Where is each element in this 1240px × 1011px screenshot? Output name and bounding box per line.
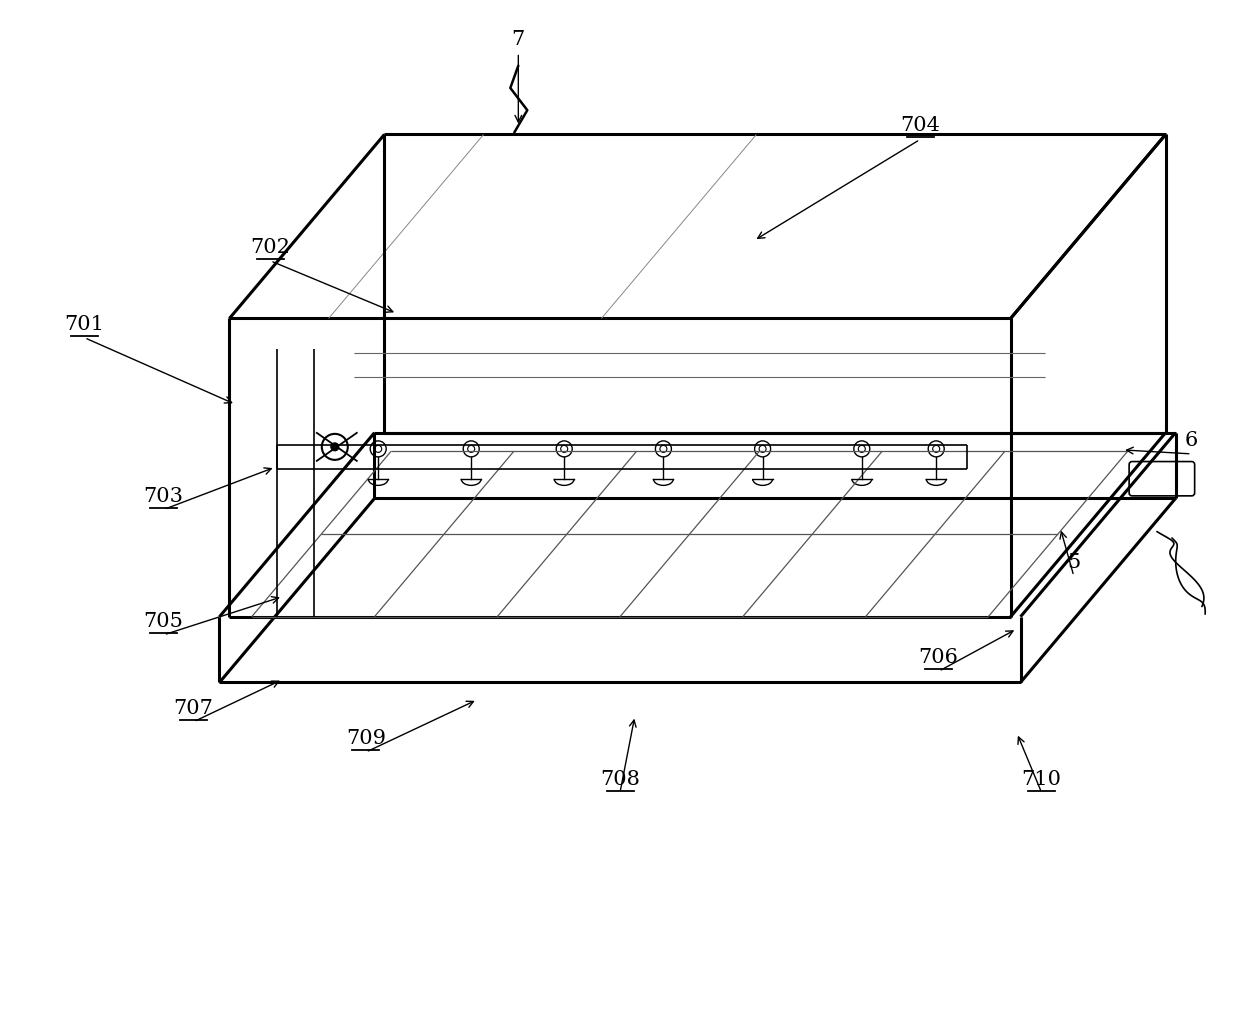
Text: 6: 6 xyxy=(1185,431,1198,450)
Text: 708: 708 xyxy=(600,769,640,789)
Text: 704: 704 xyxy=(900,116,940,135)
Text: 702: 702 xyxy=(250,238,290,257)
Circle shape xyxy=(854,441,869,457)
Circle shape xyxy=(322,434,347,460)
Circle shape xyxy=(557,441,572,457)
Text: 705: 705 xyxy=(144,612,184,631)
Text: 701: 701 xyxy=(64,314,104,334)
Text: 5: 5 xyxy=(1068,553,1080,572)
Text: 703: 703 xyxy=(144,486,184,506)
Circle shape xyxy=(656,441,671,457)
Circle shape xyxy=(755,441,770,457)
FancyBboxPatch shape xyxy=(1130,462,1194,495)
Text: 707: 707 xyxy=(174,699,213,718)
Circle shape xyxy=(929,441,944,457)
Circle shape xyxy=(331,443,339,451)
Circle shape xyxy=(371,441,386,457)
Circle shape xyxy=(464,441,479,457)
Text: 709: 709 xyxy=(346,729,386,748)
Text: 7: 7 xyxy=(512,29,525,49)
Text: 706: 706 xyxy=(919,648,959,667)
Text: 710: 710 xyxy=(1022,769,1061,789)
